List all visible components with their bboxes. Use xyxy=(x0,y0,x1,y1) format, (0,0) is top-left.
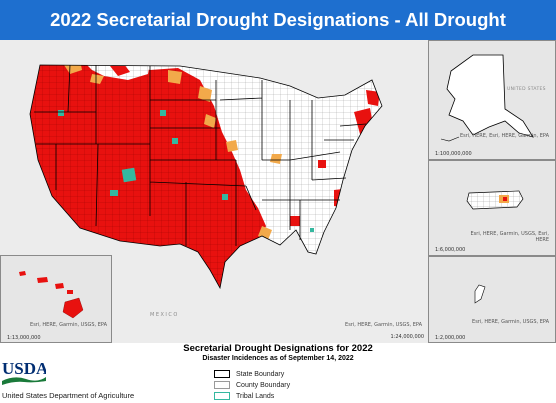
usda-logo-stripe xyxy=(2,377,46,385)
alaska-shape xyxy=(446,54,534,138)
legend-subtitle: Disaster Incidences as of September 14, … xyxy=(202,355,354,362)
state-boundary-swatch xyxy=(214,370,230,378)
legend-item-county-boundary: County Boundary xyxy=(214,381,290,389)
puerto-rico-inset[interactable]: Esri, HERE, Garmin, USGS, Esri, HERE 1:6… xyxy=(428,160,556,256)
footer: Secretarial Drought Designations for 202… xyxy=(0,343,556,403)
puerto-rico-credit: Esri, HERE, Garmin, USGS, Esri, HERE xyxy=(470,231,550,243)
alaska-scale: 1:100,000,000 xyxy=(435,151,472,157)
legend-item-state-boundary: State Boundary xyxy=(214,370,284,378)
tribal-lands-swatch xyxy=(214,392,230,400)
legend-title: Secretarial Drought Designations for 202… xyxy=(183,343,373,354)
guam-map xyxy=(474,284,486,304)
guam-credit: Esri, HERE, Garmin, USGS, EPA xyxy=(472,319,549,325)
guam-scale: 1:2,000,000 xyxy=(435,335,466,341)
legend-label: State Boundary xyxy=(236,370,285,378)
map-title: 2022 Secretarial Drought Designations - … xyxy=(50,9,506,30)
usda-logo-text: USDA xyxy=(2,359,46,378)
hawaii-map xyxy=(19,271,84,319)
usda-caption: United States Department of Agriculture xyxy=(2,391,135,400)
main-map[interactable]: MEXICO Esri, HERE, Garmin, USGS, EPA 1:2… xyxy=(0,40,428,343)
guam-inset[interactable]: Esri, HERE, Garmin, USGS, EPA 1:2,000,00… xyxy=(428,256,556,343)
legend-label: Tribal Lands xyxy=(236,392,275,400)
contiguous-us-map xyxy=(29,64,383,290)
title-bar: 2022 Secretarial Drought Designations - … xyxy=(0,0,556,40)
legend-item-tribal-lands: Tribal Lands xyxy=(214,392,274,400)
map-area: MEXICO Esri, HERE, Garmin, USGS, EPA 1:2… xyxy=(0,40,556,343)
alaska-inset[interactable]: UNITED STATES Esri, HERE, Esri, HERE, Ga… xyxy=(428,40,556,160)
hawaii-credit: Esri, HERE, Garmin, USGS, EPA xyxy=(30,322,107,328)
hawaii-scale: 1:13,000,000 xyxy=(7,335,41,341)
state-boundaries xyxy=(29,64,383,290)
tribal-lands-navajo xyxy=(121,167,137,183)
county-boundary-swatch xyxy=(214,381,230,389)
alaska-region-label: UNITED STATES xyxy=(507,87,546,92)
hawaii-inset[interactable]: Esri, HERE, Garmin, USGS, EPA 1:13,000,0… xyxy=(0,255,112,343)
mexico-label: MEXICO xyxy=(150,312,179,318)
legend-label: County Boundary xyxy=(236,381,291,389)
alaska-credit: Esri, HERE, Esri, HERE, Garmin, EPA xyxy=(459,133,549,139)
puerto-rico-map xyxy=(466,190,524,210)
main-map-credit: Esri, HERE, Garmin, USGS, EPA xyxy=(345,322,422,328)
guam-shape xyxy=(474,284,486,304)
main-map-scale: 1:24,000,000 xyxy=(390,334,425,340)
puerto-rico-scale: 1:6,000,000 xyxy=(435,247,466,253)
alaska-map xyxy=(440,54,534,142)
usda-logo[interactable]: USDA xyxy=(2,357,46,387)
